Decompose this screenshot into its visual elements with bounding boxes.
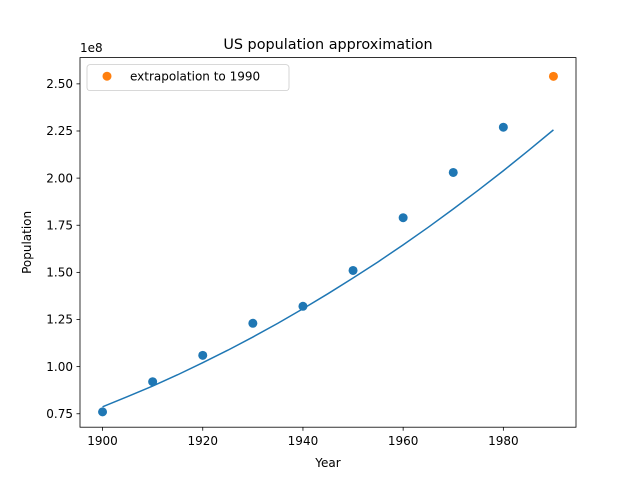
y-tick-label: 2.50 bbox=[46, 77, 73, 91]
legend: extrapolation to 1990 bbox=[86, 64, 290, 91]
extrapolation-point bbox=[548, 71, 558, 81]
y-tick-label: 2.00 bbox=[46, 171, 73, 185]
data-point bbox=[498, 122, 508, 132]
plot-layer bbox=[98, 71, 558, 417]
y-tick-label: 1.25 bbox=[46, 313, 73, 327]
x-tick-label: 1920 bbox=[187, 434, 218, 448]
data-point bbox=[398, 213, 408, 223]
x-axis-ticks: 1900 1920 1940 1960 1980 bbox=[87, 427, 519, 448]
x-tick-label: 1960 bbox=[388, 434, 419, 448]
data-point bbox=[348, 265, 358, 275]
y-tick-label: 1.75 bbox=[46, 218, 73, 232]
data-point bbox=[248, 318, 258, 328]
x-tick-label: 1980 bbox=[488, 434, 519, 448]
legend-marker bbox=[102, 71, 112, 81]
data-point bbox=[148, 377, 158, 387]
y-axis-offset-label: 1e8 bbox=[80, 41, 103, 55]
y-axis-label: Population bbox=[20, 211, 34, 274]
x-axis-label: Year bbox=[314, 456, 340, 470]
y-tick-label: 0.75 bbox=[46, 407, 73, 421]
data-point bbox=[198, 350, 208, 360]
x-tick-label: 1900 bbox=[87, 434, 118, 448]
legend-frame bbox=[86, 64, 290, 91]
chart-title: US population approximation bbox=[223, 37, 432, 53]
y-tick-label: 2.25 bbox=[46, 124, 73, 138]
legend-label: extrapolation to 1990 bbox=[130, 70, 260, 84]
y-tick-label: 1.50 bbox=[46, 266, 73, 280]
y-tick-label: 1.00 bbox=[46, 360, 73, 374]
x-tick-label: 1940 bbox=[288, 434, 319, 448]
data-point bbox=[448, 167, 458, 177]
axes-frame bbox=[79, 57, 577, 428]
fit-curve-line bbox=[102, 129, 554, 408]
data-point bbox=[298, 301, 308, 311]
y-axis-ticks: 0.75 1.00 1.25 1.50 1.75 2.00 2.25 2.50 bbox=[46, 77, 80, 421]
data-point bbox=[98, 407, 108, 417]
